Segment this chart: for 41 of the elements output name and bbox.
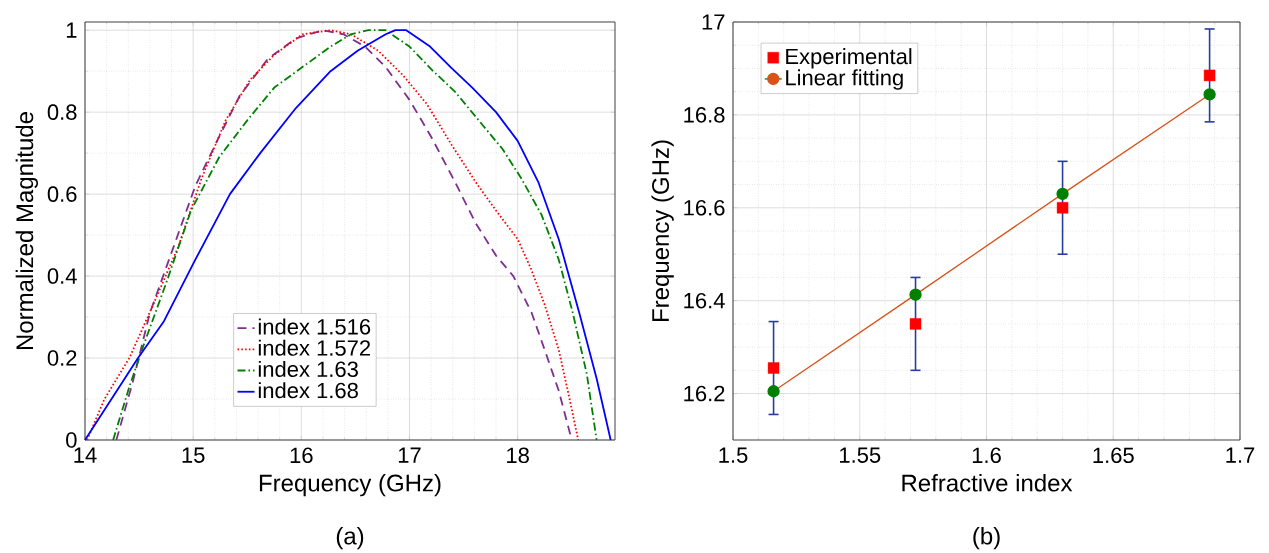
y-tick-label: 1 — [66, 22, 77, 38]
text: (b) — [973, 526, 1000, 550]
x-tick-label: 1.5 — [719, 447, 748, 463]
y-axis-title: Frequency (GHz) — [651, 140, 674, 322]
legend-label: index 1.68 — [258, 382, 358, 399]
text: (a) — [336, 526, 364, 550]
point — [909, 318, 922, 330]
x-tick-label: 1.55 — [840, 447, 881, 463]
y-tick-label: 0.2 — [47, 350, 77, 366]
y-tick-label: 17 — [702, 14, 725, 30]
point — [1203, 69, 1216, 82]
legend-label: Linear fitting — [786, 69, 903, 90]
x-axis-title: Frequency (GHz) — [259, 473, 441, 497]
point — [1056, 187, 1069, 200]
x-tick-label: 1.65 — [1093, 447, 1134, 464]
y-tick-label: 16.8 — [684, 107, 725, 123]
x-tick-label: 1.6 — [972, 447, 1001, 464]
point — [767, 362, 780, 374]
point — [909, 288, 922, 301]
x-tick-label: 18 — [507, 447, 529, 464]
y-tick-label: 0 — [66, 432, 77, 448]
y-tick-label: 0.4 — [47, 268, 77, 284]
point — [1203, 88, 1216, 101]
x-tick-label: 1.7 — [1226, 447, 1255, 463]
x-tick-label: 15 — [182, 447, 205, 463]
y-tick-label: 16.2 — [684, 385, 725, 402]
y-axis-title: Normalized Magnitude — [15, 112, 39, 350]
y-tick-label: 0.6 — [47, 186, 77, 202]
point — [1056, 202, 1069, 214]
x-axis-title: Refractive index — [902, 473, 1073, 492]
legend-label: index 1.516 — [258, 318, 371, 335]
y-tick-label: 16.4 — [684, 292, 725, 309]
x-tick-label: 16 — [290, 447, 313, 464]
y-tick-label: 0.8 — [47, 104, 77, 120]
x-tick-label: 17 — [398, 447, 421, 463]
legend-label: index 1.572 — [258, 339, 370, 356]
legend-label: Experimental — [786, 48, 912, 69]
y-tick-label: 16.6 — [684, 200, 725, 216]
point — [767, 385, 780, 398]
x-tick-label: 14 — [74, 447, 97, 463]
legend-label: index 1.63 — [258, 360, 358, 378]
